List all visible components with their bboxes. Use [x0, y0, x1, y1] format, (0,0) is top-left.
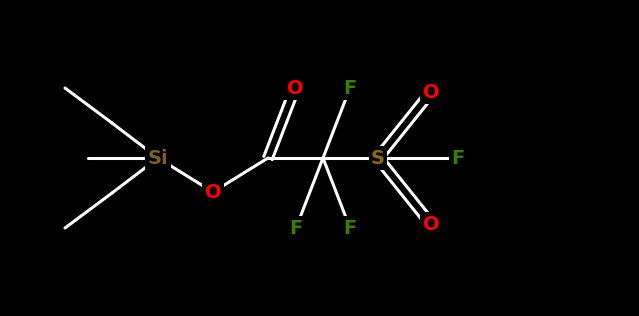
Text: O: O [204, 183, 221, 202]
Text: F: F [343, 78, 357, 98]
Text: O: O [422, 82, 440, 101]
Text: F: F [343, 218, 357, 238]
Text: F: F [289, 218, 303, 238]
Text: S: S [371, 149, 385, 167]
Text: F: F [451, 149, 465, 167]
Text: Si: Si [148, 149, 168, 167]
Text: O: O [422, 215, 440, 234]
Text: O: O [287, 78, 304, 98]
